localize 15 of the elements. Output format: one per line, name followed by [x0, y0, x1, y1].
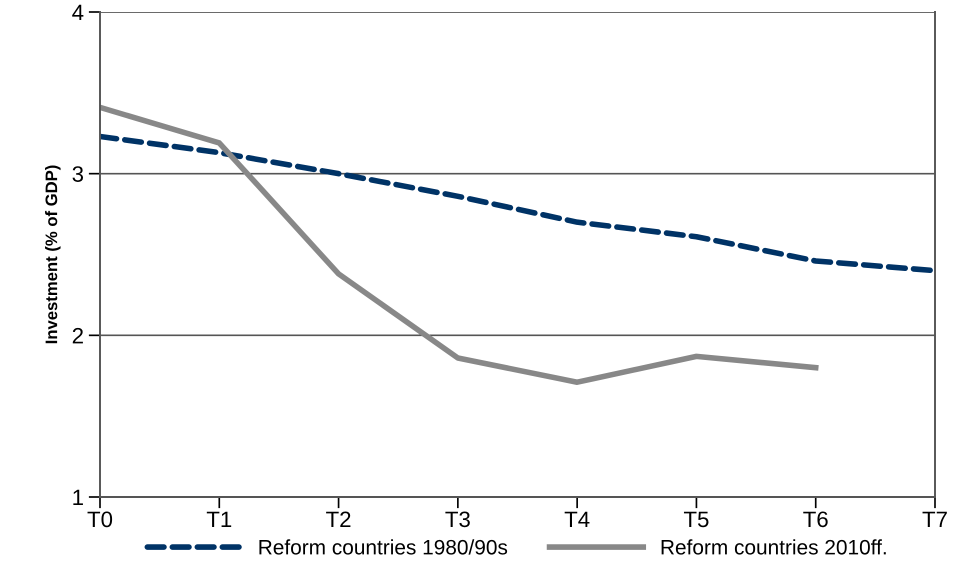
x-tick-label: T5	[684, 512, 708, 528]
legend-label: Reform countries 1980/90s	[259, 539, 508, 555]
x-tick-label: T6	[803, 511, 828, 528]
y-tick-label: 2	[72, 328, 83, 344]
y-tick-label: 1	[73, 490, 83, 506]
y-tick-label: 4	[72, 4, 84, 20]
x-tick-label: T2	[326, 511, 350, 527]
x-tick-label: T0	[88, 511, 112, 528]
y-axis-title: Investment (% of GDP)	[45, 166, 61, 344]
y-tick-label: 3	[72, 166, 84, 182]
x-tick-label: T1	[206, 512, 232, 527]
legend-label: Reform countries 2010ff.	[662, 539, 886, 555]
x-tick-label: T7	[922, 512, 947, 527]
x-tick-label: T3	[445, 511, 470, 528]
x-tick-label: T4	[564, 512, 590, 527]
